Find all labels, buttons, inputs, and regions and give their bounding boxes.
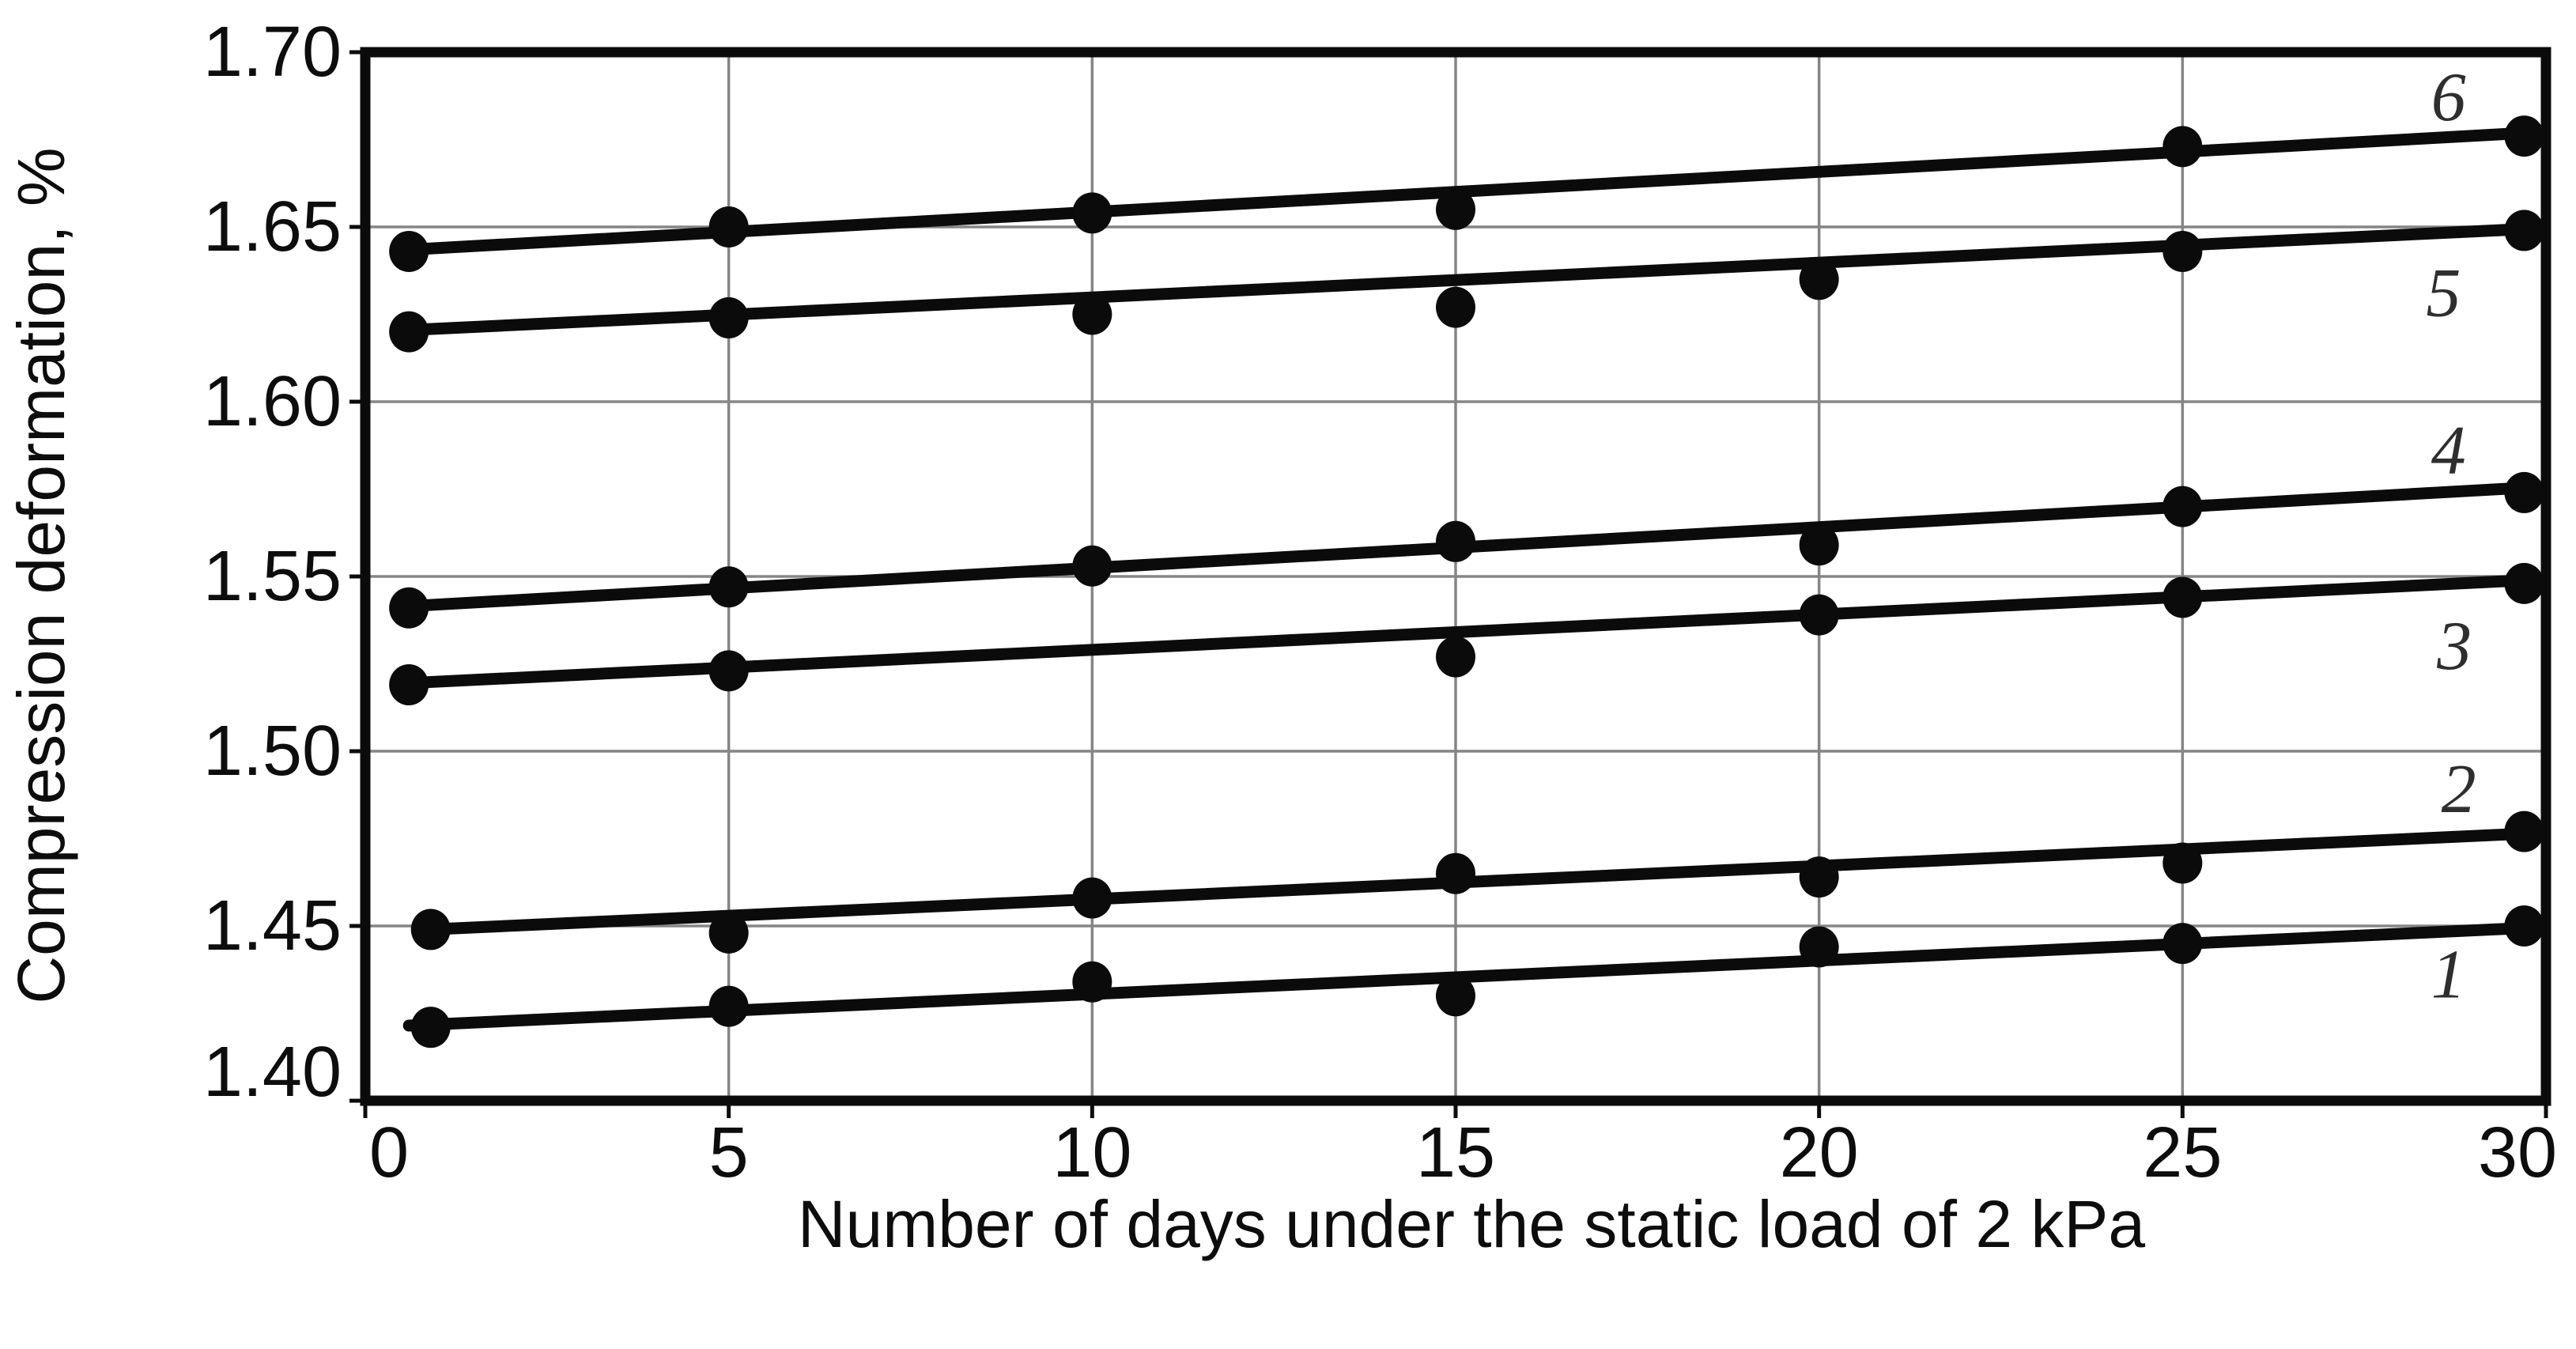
series-5-label: 5 xyxy=(2426,255,2461,331)
series-6-point xyxy=(1072,192,1112,234)
series-2-point xyxy=(1799,856,1839,898)
series-1-point xyxy=(1799,926,1839,968)
y-tick-label: 1.60 xyxy=(203,362,342,441)
series-3-point xyxy=(2504,562,2544,604)
series-2-point xyxy=(1436,852,1475,894)
series-1-point xyxy=(410,1007,451,1049)
y-tick-label: 1.55 xyxy=(203,537,342,616)
series-2-point xyxy=(708,912,749,954)
x-tick-label: 30 xyxy=(2478,1113,2557,1192)
series-5-point xyxy=(708,297,749,338)
series-6-point xyxy=(389,230,429,272)
series-6-point xyxy=(1436,188,1475,230)
series-5-point xyxy=(1072,293,1112,335)
series-1-point xyxy=(708,985,749,1027)
y-tick-labels: 1.40 1.45 1.50 1.55 1.60 1.65 1.70 xyxy=(203,13,342,1112)
plot-frame xyxy=(360,47,2551,1106)
series-1-point xyxy=(1072,961,1112,1003)
plot-render-root: 1 2 3 4 5 6 1.40 1.45 1.50 1.55 1.60 1.65 1.70 0 5 10 15… xyxy=(203,13,2557,1192)
series-4-point xyxy=(2504,471,2544,513)
y-tick-label: 1.50 xyxy=(203,712,342,791)
series-1-point xyxy=(2162,923,2203,965)
series-2-point xyxy=(1072,877,1112,919)
series-5-point xyxy=(1799,259,1839,300)
y-tick-label: 1.40 xyxy=(203,1033,342,1112)
series-2-point xyxy=(2504,811,2544,852)
series-5-point xyxy=(389,311,429,353)
series-2-trend-line xyxy=(425,827,2538,935)
series-6-point xyxy=(2504,115,2544,157)
series-4-point xyxy=(389,587,429,629)
x-axis-title: Number of days under the static load of … xyxy=(798,1187,2146,1261)
series-4-point xyxy=(1072,545,1112,587)
x-tick-label: 10 xyxy=(1052,1113,1131,1192)
x-tick-label: 25 xyxy=(2143,1113,2222,1192)
series-3-point xyxy=(708,650,749,692)
series-1: 1 xyxy=(402,905,2544,1049)
series-3-point xyxy=(389,664,429,706)
series-5-point xyxy=(1436,286,1475,328)
series-1-point xyxy=(2504,905,2544,947)
series-4-point xyxy=(1799,524,1839,566)
series-3: 3 xyxy=(389,562,2544,706)
series-2: 2 xyxy=(410,751,2544,954)
series-6: 6 xyxy=(389,59,2544,272)
series-4-label: 4 xyxy=(2431,412,2466,489)
x-tick-label: 5 xyxy=(709,1113,749,1192)
series-3-point xyxy=(1799,594,1839,636)
series-3-label: 3 xyxy=(2436,608,2472,685)
series-4-point xyxy=(2162,486,2203,527)
x-tick-labels: 0 5 10 15 20 25 30 xyxy=(369,1113,2557,1192)
series-2-point xyxy=(2162,842,2203,884)
x-tick-label: 20 xyxy=(1780,1113,1859,1192)
series-3-point xyxy=(2162,576,2203,618)
series-6-point xyxy=(708,206,749,248)
x-tick-label: 0 xyxy=(369,1113,409,1192)
series-4-point xyxy=(1436,520,1475,562)
series-1-point xyxy=(1436,975,1475,1017)
series-2-label: 2 xyxy=(2442,751,2476,828)
y-tick-label: 1.65 xyxy=(203,187,342,266)
series-4-point xyxy=(708,566,749,608)
series-5-point xyxy=(2162,230,2203,272)
y-tick-label: 1.70 xyxy=(203,13,342,92)
y-tick-label: 1.45 xyxy=(203,886,342,965)
series-1-label: 1 xyxy=(2431,936,2466,1013)
series-6-label: 6 xyxy=(2431,59,2466,136)
series-3-point xyxy=(1436,636,1475,678)
series-5: 5 xyxy=(389,210,2544,353)
series-4: 4 xyxy=(389,412,2544,629)
x-tick-label: 15 xyxy=(1416,1113,1495,1192)
y-axis-title: Compression deformation, % xyxy=(4,147,78,1003)
series-2-point xyxy=(410,909,451,950)
series-6-point xyxy=(2162,126,2203,168)
series-5-point xyxy=(2504,210,2544,251)
